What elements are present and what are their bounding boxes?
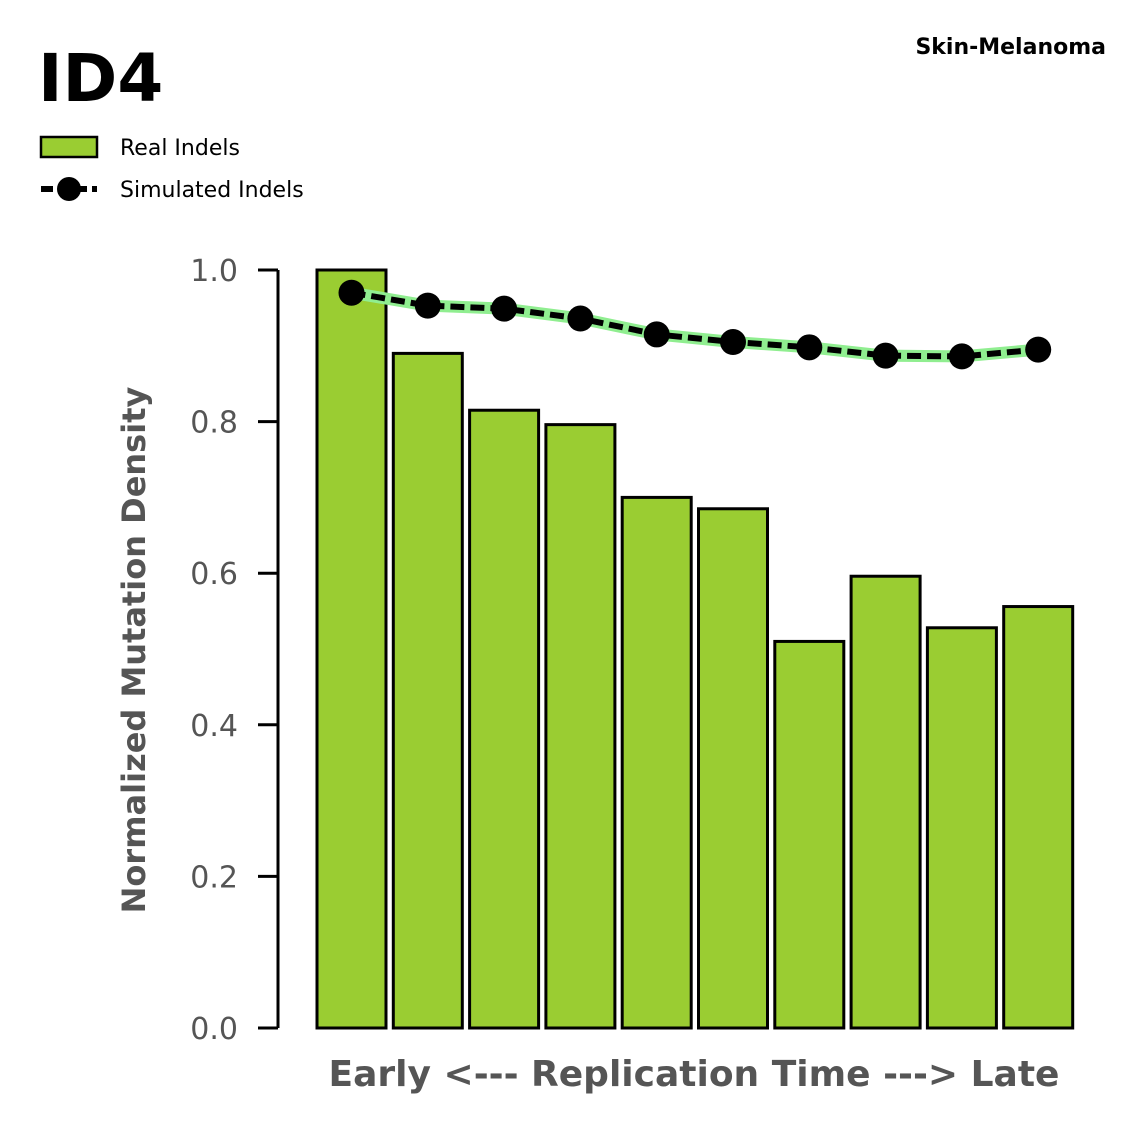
y-tick-label: 0.6 <box>190 557 238 592</box>
legend-swatch-real-indels <box>39 135 99 159</box>
bar-real-indels <box>773 639 846 1030</box>
bar-real-indels <box>849 574 922 1030</box>
y-tick-label: 0.8 <box>190 406 238 441</box>
y-tick-label: 0.2 <box>190 860 238 895</box>
legend-label-simulated-indels: Simulated Indels <box>120 178 304 203</box>
bar-real-indels <box>315 268 388 1030</box>
legend-label-real-indels: Real Indels <box>120 136 240 161</box>
legend: Real Indels Simulated Indels <box>39 135 304 203</box>
y-axis-ticks: 0.0 0.2 0.4 0.6 0.8 1.0 <box>190 254 278 1047</box>
point-simulated-indels <box>872 342 899 369</box>
bar-real-indels <box>468 408 541 1030</box>
simulated-indels-line <box>351 289 1039 360</box>
x-axis-label: Early <--- Replication Time ---> Late <box>329 1054 1060 1095</box>
point-simulated-indels <box>414 292 441 319</box>
point-simulated-indels <box>796 334 823 361</box>
bar-real-indels <box>925 626 998 1030</box>
y-tick-label: 0.0 <box>190 1012 238 1047</box>
bar-real-indels <box>697 507 769 1030</box>
bar-real-indels <box>1002 605 1075 1030</box>
point-simulated-indels <box>948 343 975 370</box>
y-axis-label: Normalized Mutation Density <box>115 387 153 914</box>
chart-title: ID4 <box>38 40 163 117</box>
point-simulated-indels <box>1025 336 1052 363</box>
y-tick-label: 1.0 <box>190 254 238 289</box>
bar-real-indels <box>391 351 464 1030</box>
point-simulated-indels <box>720 329 746 356</box>
bar-real-indels <box>620 495 693 1030</box>
bars-real-indels <box>315 268 1075 1030</box>
bar-real-indels <box>544 423 617 1030</box>
point-simulated-indels <box>338 279 365 306</box>
point-simulated-indels <box>491 295 518 322</box>
point-simulated-indels <box>643 321 670 348</box>
simulated-indels-band <box>345 286 1045 363</box>
legend-swatch-simulated-indels-marker <box>57 177 81 201</box>
simulated-indels-markers <box>338 279 1052 370</box>
y-tick-label: 0.4 <box>190 709 238 744</box>
chart-subtitle: Skin-Melanoma <box>915 35 1106 60</box>
point-simulated-indels <box>567 305 594 332</box>
